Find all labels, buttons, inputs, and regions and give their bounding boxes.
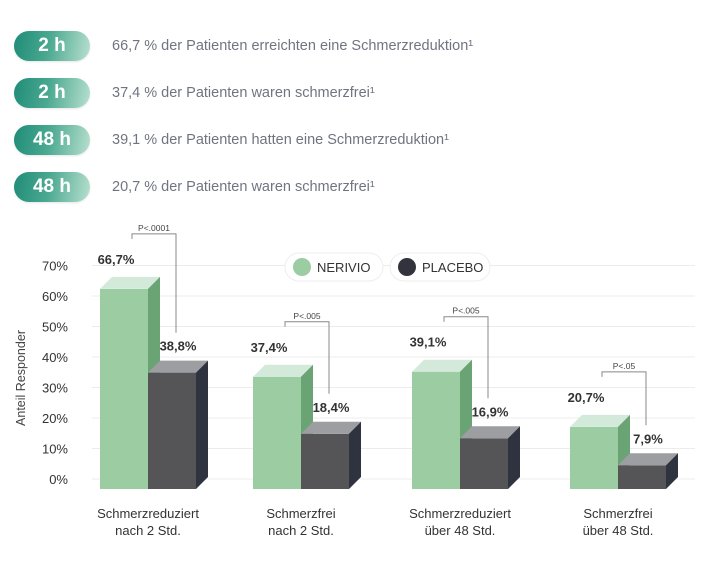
bar-top-face — [100, 276, 160, 289]
bar-nerivio-3 — [570, 426, 618, 489]
x-category-label: Schmerzfrei — [266, 506, 335, 521]
bar-top-face — [618, 453, 678, 466]
significance-bracket — [443, 316, 489, 399]
data-label: 38,8% — [160, 339, 197, 354]
highlight-row: 48 h 39,1 % der Patienten hatten eine Sch… — [14, 120, 449, 160]
x-category-label: Schmerzreduziert — [409, 506, 511, 521]
time-badge: 2 h — [14, 31, 90, 61]
y-tick-label: 0% — [49, 472, 68, 487]
highlight-row: 48 h 20,7 % der Patienten waren schmerzfr… — [14, 167, 375, 207]
y-axis-label: Anteil Responder — [14, 330, 28, 426]
y-tick-label: 70% — [42, 259, 68, 274]
data-label: 18,4% — [313, 400, 350, 415]
legend-label: NERIVIO — [317, 260, 370, 275]
bar-placebo-1 — [301, 433, 349, 489]
bar-side-face — [508, 426, 520, 489]
x-category-label: nach 2 Std. — [115, 523, 181, 538]
data-label: 7,9% — [633, 431, 663, 446]
significance-bracket — [131, 233, 177, 333]
highlight-text: 20,7 % der Patienten waren schmerzfrei¹ — [112, 179, 375, 195]
legend-swatch — [293, 258, 311, 276]
x-category-label: Schmerzfrei — [583, 506, 652, 521]
p-value-label: P<.005 — [452, 306, 479, 316]
highlight-row: 2 h 66,7 % der Patienten erreichten eine … — [14, 26, 473, 66]
y-tick-label: 40% — [42, 350, 68, 365]
highlight-text: 39,1 % der Patienten hatten eine Schmerz… — [112, 132, 449, 148]
x-category-label: über 48 Std. — [583, 523, 654, 538]
bar-top-face — [570, 414, 630, 427]
data-label: 37,4% — [251, 340, 288, 355]
bar-side-face — [666, 453, 678, 489]
y-tick-label: 10% — [42, 442, 68, 457]
data-label: 16,9% — [472, 404, 509, 419]
bar-top-face — [301, 421, 361, 434]
data-label: 39,1% — [410, 335, 447, 350]
bar-top-face — [148, 360, 208, 373]
p-value-label: P<.0001 — [138, 223, 170, 233]
bar-top-face — [460, 426, 520, 439]
p-value-label: P<.005 — [293, 311, 320, 321]
y-tick-label: 20% — [42, 411, 68, 426]
x-category-label: Schmerzreduziert — [97, 506, 199, 521]
bar-top-face — [253, 364, 313, 377]
time-badge: 48 h — [14, 172, 90, 202]
legend-swatch — [398, 258, 416, 276]
legend-item-nerivio — [284, 252, 384, 282]
y-tick-label: 50% — [42, 320, 68, 335]
time-badge: 2 h — [14, 78, 90, 108]
p-value-label: P<.05 — [613, 361, 636, 371]
bar-nerivio-1 — [253, 376, 301, 489]
x-category-label: über 48 Std. — [425, 523, 496, 538]
bar-placebo-2 — [460, 438, 508, 489]
y-tick-label: 60% — [42, 289, 68, 304]
bar-side-face — [196, 360, 208, 489]
bar-top-face — [412, 359, 472, 372]
bar-placebo-0 — [148, 372, 196, 489]
legend-label: PLACEBO — [422, 260, 483, 275]
highlight-text: 66,7 % der Patienten erreichten eine Sch… — [112, 38, 474, 54]
data-label: 20,7% — [568, 390, 605, 405]
x-category-label: nach 2 Std. — [268, 523, 334, 538]
bar-side-face — [349, 421, 361, 489]
legend-item-placebo — [389, 252, 491, 282]
data-label: 66,7% — [98, 252, 135, 267]
significance-bracket — [601, 371, 647, 426]
bar-nerivio-2 — [412, 371, 460, 489]
highlight-row: 2 h 37,4 % der Patienten waren schmerzfre… — [14, 73, 375, 113]
highlight-text: 37,4 % der Patienten waren schmerzfrei¹ — [112, 85, 375, 101]
time-badge: 48 h — [14, 125, 90, 155]
bar-placebo-3 — [618, 465, 666, 489]
y-tick-label: 30% — [42, 381, 68, 396]
significance-bracket — [284, 321, 330, 394]
bar-nerivio-0 — [100, 288, 148, 489]
